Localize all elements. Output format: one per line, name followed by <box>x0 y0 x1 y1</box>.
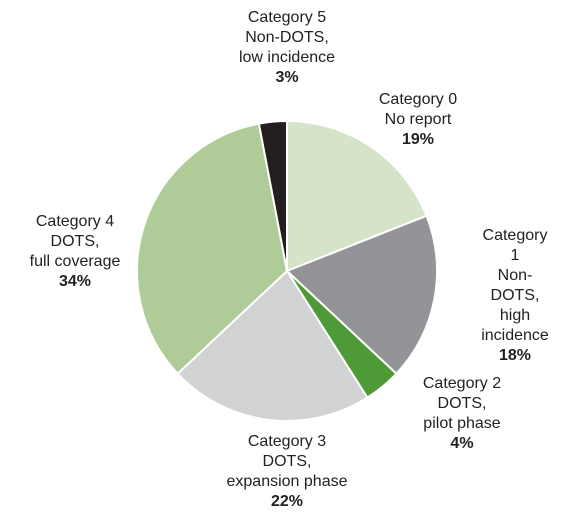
value-label: 3% <box>275 69 299 86</box>
pie-slice <box>257 119 288 272</box>
value-label: 4% <box>450 435 474 452</box>
pie-slice <box>286 119 428 273</box>
category-label: Category 0 No report <box>378 91 458 128</box>
category-label: Category 3 DOTS, expansion phase <box>226 433 348 490</box>
category-label: Category 4 DOTS, full coverage <box>29 213 121 270</box>
slice-label: Category 2 DOTS, pilot phase 4% <box>423 374 501 454</box>
value-label: 19% <box>401 131 435 148</box>
pie-slice <box>176 269 369 422</box>
pie-slice <box>285 214 438 376</box>
value-label: 22% <box>270 493 304 510</box>
category-label: Category 2 DOTS, pilot phase <box>422 375 502 432</box>
slice-label: Category 5 Non-DOTS, low incidence 3% <box>239 8 335 88</box>
slice-label: Category 4 DOTS, full coverage 34% <box>30 212 121 292</box>
value-label: 18% <box>498 347 532 364</box>
slice-label: Category 1 Non-DOTS, high incidence 18% <box>481 226 549 366</box>
slice-label: Category 3 DOTS, expansion phase 22% <box>227 432 348 512</box>
pie-slice <box>136 122 289 376</box>
category-label: Category 1 Non-DOTS, high incidence <box>481 227 549 344</box>
category-label: Category 5 Non-DOTS, low incidence <box>238 9 336 66</box>
value-label: 34% <box>58 273 92 290</box>
slice-label: Category 0 No report 19% <box>379 90 457 150</box>
